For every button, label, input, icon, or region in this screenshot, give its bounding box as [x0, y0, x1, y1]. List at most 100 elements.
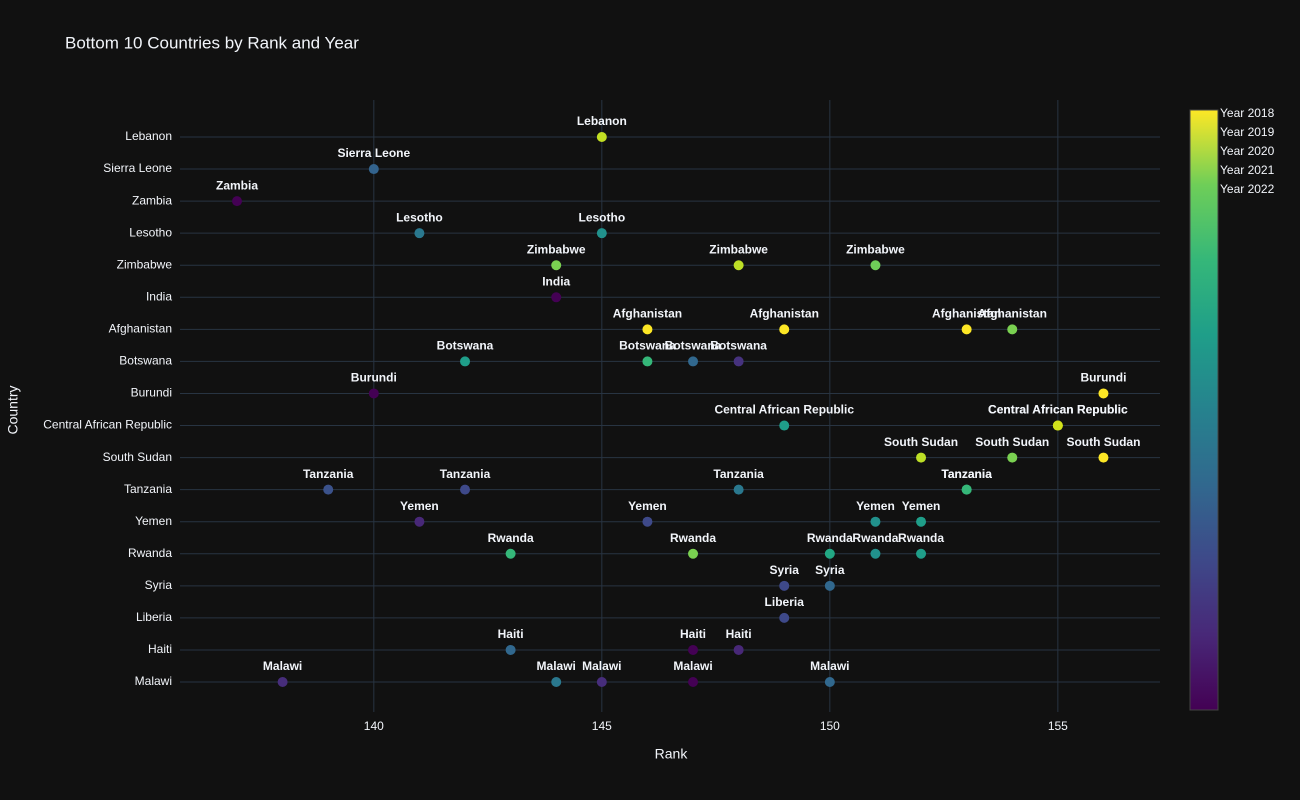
- data-label: Botswana: [710, 339, 767, 353]
- data-label: Lesotho: [396, 210, 443, 224]
- y-tick-label: Sierra Leone: [103, 161, 172, 175]
- point: [870, 260, 881, 271]
- point: [688, 356, 699, 367]
- data-label: Lesotho: [578, 210, 625, 224]
- y-tick-label: Botswana: [119, 354, 172, 368]
- point: [779, 580, 790, 591]
- x-tick-label: 155: [1048, 719, 1068, 733]
- data-label: Afghanistan: [613, 307, 682, 321]
- point: [961, 324, 972, 335]
- y-tick-label: Zimbabwe: [117, 257, 173, 271]
- data-label: Tanzania: [303, 467, 354, 481]
- legend-label: Year 2022: [1220, 182, 1275, 196]
- data-label: South Sudan: [975, 435, 1049, 449]
- data-label: Afghanistan: [978, 307, 1047, 321]
- point: [505, 548, 516, 559]
- point: [779, 612, 790, 623]
- point: [460, 484, 471, 495]
- data-label: Afghanistan: [932, 307, 1001, 321]
- data-label: Botswana: [437, 339, 494, 353]
- y-tick-label: Haiti: [148, 642, 172, 656]
- data-label: Central African Republic: [714, 403, 854, 417]
- data-label: India: [542, 274, 570, 288]
- x-axis-label: Rank: [655, 746, 689, 762]
- legend-label: Year 2019: [1220, 125, 1275, 139]
- legend-label: Year 2021: [1220, 163, 1275, 177]
- chart-title: Bottom 10 Countries by Rank and Year: [65, 33, 359, 52]
- data-label: Malawi: [810, 659, 849, 673]
- point: [323, 484, 334, 495]
- point: [688, 548, 699, 559]
- point: [596, 677, 607, 687]
- point: [1098, 452, 1109, 463]
- point: [277, 677, 288, 687]
- y-tick-label: Central African Republic: [43, 418, 172, 432]
- data-label: Malawi: [673, 659, 712, 673]
- point: [642, 356, 653, 367]
- data-label: Rwanda: [852, 531, 898, 545]
- point: [733, 356, 744, 367]
- data-label: South Sudan: [884, 435, 958, 449]
- point: [733, 260, 744, 271]
- data-label: Sierra Leone: [337, 146, 410, 160]
- point: [414, 516, 425, 527]
- data-label: Malawi: [263, 659, 302, 673]
- data-label: Rwanda: [488, 531, 534, 545]
- legend: Year 2018 Year 2019 Year 2020 Year 2021 Year…: [1220, 106, 1275, 196]
- data-label: Syria: [770, 563, 800, 577]
- point: [551, 677, 562, 687]
- point: [916, 452, 927, 463]
- point: [779, 420, 790, 431]
- x-tick-label: 150: [820, 719, 840, 733]
- data-label: Syria: [815, 563, 845, 577]
- data-label: Tanzania: [941, 467, 992, 481]
- point: [596, 132, 607, 142]
- point: [824, 677, 835, 687]
- point: [688, 644, 699, 655]
- data-label: Rwanda: [807, 531, 853, 545]
- data-label: Botswana: [619, 339, 676, 353]
- point: [733, 484, 744, 495]
- point: [368, 388, 379, 399]
- point: [824, 580, 835, 591]
- point: [916, 548, 927, 559]
- data-label: Haiti: [498, 627, 524, 641]
- data-label: Yemen: [400, 499, 439, 513]
- data-label: Botswana: [665, 339, 722, 353]
- point: [505, 644, 516, 655]
- y-tick-label: Burundi: [131, 386, 172, 400]
- data-label: Zimbabwe: [527, 242, 586, 256]
- point: [642, 516, 653, 527]
- data-label: Lebanon: [577, 114, 627, 128]
- y-tick-label: Zambia: [132, 193, 172, 207]
- point: [368, 164, 379, 175]
- point: [779, 324, 790, 335]
- data-label: Yemen: [902, 499, 941, 513]
- y-tick-label: Lesotho: [129, 225, 172, 239]
- data-label: Zambia: [216, 178, 258, 192]
- y-tick-label: South Sudan: [103, 450, 172, 464]
- data-label: Yemen: [856, 499, 895, 513]
- point: [688, 677, 699, 687]
- y-tick-label: Afghanistan: [109, 322, 172, 336]
- point: [1007, 452, 1018, 463]
- point: [460, 356, 471, 367]
- y-axis-label: Country: [5, 385, 21, 434]
- data-label: Tanzania: [713, 467, 764, 481]
- point: [1007, 324, 1018, 335]
- point: [824, 548, 835, 559]
- y-tick-label: Tanzania: [124, 482, 172, 496]
- x-tick-label: 140: [364, 719, 384, 733]
- data-label: Tanzania: [440, 467, 491, 481]
- y-tick-label: Syria: [145, 578, 173, 592]
- point: [961, 484, 972, 495]
- y-tick-label: Yemen: [135, 514, 172, 528]
- data-label: Rwanda: [898, 531, 944, 545]
- data-label: Yemen: [628, 499, 667, 513]
- point: [551, 260, 562, 271]
- y-tick-label: Rwanda: [128, 546, 172, 560]
- data-label: Afghanistan: [750, 307, 819, 321]
